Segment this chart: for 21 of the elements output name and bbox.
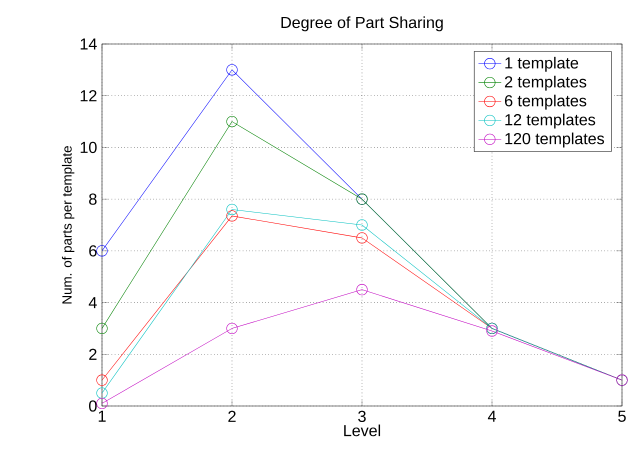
- x-tick-label: 1: [98, 410, 106, 422]
- y-axis-title: Num. of parts per template: [62, 146, 74, 304]
- x-tick-label: 2: [228, 410, 236, 422]
- y-tick-label: 10: [80, 142, 97, 154]
- y-tick-label: 8: [89, 193, 97, 205]
- y-tick-label: 6: [89, 245, 97, 257]
- x-axis-title: Level: [344, 424, 380, 436]
- legend-label: 2 templates: [504, 76, 586, 91]
- x-tick-label: 3: [358, 410, 366, 422]
- x-tick-label: 4: [488, 410, 496, 422]
- x-tick-label: 5: [618, 410, 626, 422]
- legend-label: 6 templates: [504, 94, 586, 110]
- y-tick-label: 0: [89, 400, 97, 412]
- y-tick-label: 14: [80, 38, 97, 50]
- y-tick-label: 2: [89, 348, 96, 360]
- legend-label: 120 templates: [505, 132, 604, 148]
- y-tick-label: 4: [88, 297, 97, 308]
- chart-title: Degree of Part Sharing: [281, 16, 443, 32]
- y-tick-label: 12: [80, 90, 96, 102]
- legend-label: 1 template: [505, 56, 578, 72]
- legend-label: 12 templates: [505, 114, 596, 129]
